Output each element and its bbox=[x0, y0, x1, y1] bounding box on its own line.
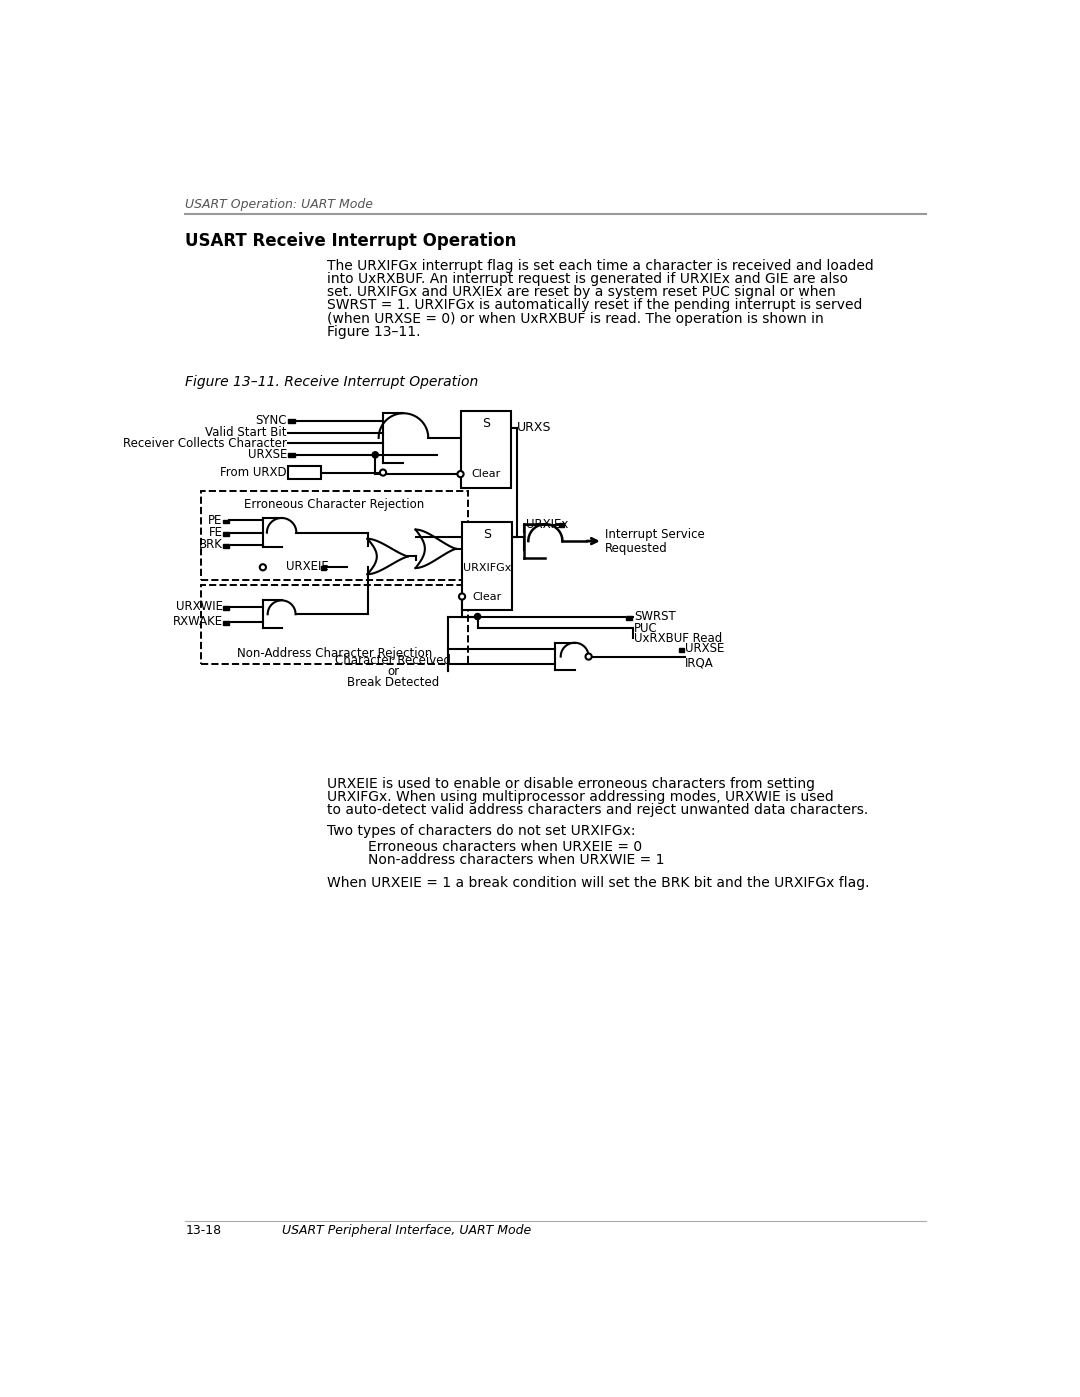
Bar bbox=[201, 585, 469, 665]
Text: RXWAKE: RXWAKE bbox=[173, 616, 222, 629]
Bar bbox=[224, 520, 229, 524]
Text: 13-18: 13-18 bbox=[186, 1224, 221, 1236]
Text: UxRXBUF Read: UxRXBUF Read bbox=[634, 631, 723, 644]
Bar bbox=[201, 490, 469, 580]
Bar bbox=[224, 606, 229, 609]
Text: into UxRXBUF. An interrupt request is generated if URXIEx and GIE are also: into UxRXBUF. An interrupt request is ge… bbox=[327, 272, 848, 286]
Circle shape bbox=[585, 654, 592, 659]
Bar bbox=[626, 616, 632, 620]
Text: Receiver Collects Character: Receiver Collects Character bbox=[123, 437, 287, 450]
Bar bbox=[224, 622, 229, 624]
Bar bbox=[224, 532, 229, 535]
Text: PUC: PUC bbox=[634, 622, 658, 634]
Text: Interrupt Service: Interrupt Service bbox=[605, 528, 705, 542]
Text: URXEIE: URXEIE bbox=[286, 560, 329, 573]
Text: Clear: Clear bbox=[473, 591, 502, 602]
Text: SYNC: SYNC bbox=[255, 414, 287, 426]
Text: URXS: URXS bbox=[517, 422, 552, 434]
Text: S: S bbox=[482, 416, 489, 430]
Circle shape bbox=[380, 469, 387, 475]
Text: When URXEIE = 1 a break condition will set the BRK bit and the URXIFGx flag.: When URXEIE = 1 a break condition will s… bbox=[327, 876, 869, 890]
Text: The URXIFGx interrupt flag is set each time a character is received and loaded: The URXIFGx interrupt flag is set each t… bbox=[327, 260, 874, 274]
Text: URXWIE: URXWIE bbox=[176, 601, 222, 613]
Bar bbox=[288, 453, 295, 457]
Text: URXIFGx. When using multiprocessor addressing modes, URXWIE is used: URXIFGx. When using multiprocessor addre… bbox=[327, 789, 834, 803]
Text: Requested: Requested bbox=[605, 542, 667, 555]
Text: PE: PE bbox=[208, 514, 222, 527]
Text: Non-Address Character Rejection: Non-Address Character Rejection bbox=[237, 647, 432, 659]
Text: to auto-detect valid address characters and reject unwanted data characters.: to auto-detect valid address characters … bbox=[327, 803, 868, 817]
Circle shape bbox=[373, 451, 378, 458]
Text: BRK: BRK bbox=[199, 538, 222, 552]
Text: Erroneous Character Rejection: Erroneous Character Rejection bbox=[244, 499, 424, 511]
Text: From URXD: From URXD bbox=[220, 467, 287, 479]
Text: SWRST = 1. URXIFGx is automatically reset if the pending interrupt is served: SWRST = 1. URXIFGx is automatically rese… bbox=[327, 299, 863, 313]
Text: USART Peripheral Interface, UART Mode: USART Peripheral Interface, UART Mode bbox=[282, 1224, 531, 1236]
Text: USART Receive Interrupt Operation: USART Receive Interrupt Operation bbox=[186, 232, 516, 250]
Text: S: S bbox=[483, 528, 491, 541]
Text: Valid Start Bit: Valid Start Bit bbox=[205, 426, 287, 439]
Text: IRQA: IRQA bbox=[685, 657, 714, 669]
Text: set. URXIFGx and URXIEx are reset by a system reset PUC signal or when: set. URXIFGx and URXIEx are reset by a s… bbox=[327, 285, 836, 299]
Text: Non-address characters when URXWIE = 1: Non-address characters when URXWIE = 1 bbox=[367, 854, 664, 868]
Bar bbox=[288, 419, 295, 423]
Text: or: or bbox=[387, 665, 400, 678]
Bar bbox=[321, 566, 326, 570]
Text: SWRST: SWRST bbox=[634, 610, 676, 623]
Text: URXSE: URXSE bbox=[247, 447, 287, 461]
Text: URXSE: URXSE bbox=[685, 643, 724, 655]
Text: URXIEx: URXIEx bbox=[526, 518, 569, 531]
Text: Clear: Clear bbox=[471, 469, 500, 479]
Text: URXIFGx: URXIFGx bbox=[463, 563, 512, 573]
Bar bbox=[559, 524, 565, 527]
Circle shape bbox=[458, 471, 463, 478]
Bar bbox=[462, 522, 512, 610]
Text: Figure 13–11. Receive Interrupt Operation: Figure 13–11. Receive Interrupt Operatio… bbox=[186, 374, 478, 388]
Text: Character Received: Character Received bbox=[335, 654, 451, 666]
Bar bbox=[678, 648, 684, 652]
Text: USART Operation: UART Mode: USART Operation: UART Mode bbox=[186, 198, 374, 211]
Text: Break Detected: Break Detected bbox=[347, 676, 440, 689]
Text: FE: FE bbox=[208, 527, 222, 539]
Text: (when URXSE = 0) or when UxRXBUF is read. The operation is shown in: (when URXSE = 0) or when UxRXBUF is read… bbox=[327, 312, 824, 326]
Text: Two types of characters do not set URXIFGx:: Two types of characters do not set URXIF… bbox=[327, 824, 636, 838]
Circle shape bbox=[459, 594, 465, 599]
Bar bbox=[288, 467, 321, 479]
Circle shape bbox=[260, 564, 266, 570]
Bar bbox=[224, 545, 229, 548]
Text: URXEIE is used to enable or disable erroneous characters from setting: URXEIE is used to enable or disable erro… bbox=[327, 777, 815, 791]
Circle shape bbox=[474, 613, 481, 620]
Bar bbox=[460, 411, 511, 488]
Text: Erroneous characters when URXEIE = 0: Erroneous characters when URXEIE = 0 bbox=[367, 840, 642, 854]
Text: Figure 13–11.: Figure 13–11. bbox=[327, 324, 421, 338]
